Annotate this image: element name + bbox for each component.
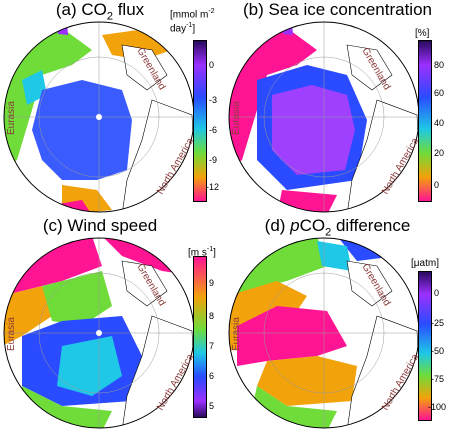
colorbar-unit: [m s-1] bbox=[188, 246, 216, 259]
colorbar-tick: 9 bbox=[209, 278, 215, 288]
colorbar-tick: -100 bbox=[428, 402, 447, 412]
colorbar-tick: -75 bbox=[431, 374, 445, 384]
region-violet bbox=[57, 22, 68, 35]
label-eurasia: Eurasia bbox=[231, 317, 242, 351]
colorbar-unit: [μatm] bbox=[411, 258, 439, 269]
colorbar-tick: 80 bbox=[434, 60, 445, 70]
colorbar-unit: [%] bbox=[415, 28, 430, 39]
panel-title: (a) CO2 flux bbox=[55, 0, 145, 23]
land-greenland bbox=[121, 44, 168, 91]
ice-pack bbox=[272, 85, 355, 175]
panel-title: (c) Wind speed bbox=[42, 216, 158, 235]
colorbar bbox=[193, 256, 207, 418]
region-pink bbox=[237, 306, 347, 366]
polar-map: Eurasia Greenland North America bbox=[228, 21, 421, 213]
panel-title: (b) Sea ice concentration bbox=[243, 0, 432, 19]
panel-co2-flux: (a) CO2 flux [mmol m-2 day-1] Eurasia Gr… bbox=[0, 0, 225, 216]
label-eurasia: Eurasia bbox=[231, 101, 242, 135]
colorbar-tick: -50 bbox=[431, 346, 445, 356]
panel-pco2-difference: (d) pCO2 difference [μatm] Eurasia Green… bbox=[225, 216, 450, 432]
land-greenland bbox=[346, 44, 393, 91]
region-cyan bbox=[57, 336, 122, 396]
colorbar-tick: -6 bbox=[209, 125, 218, 135]
region-orange-2 bbox=[257, 356, 357, 406]
colorbar-tick: 6 bbox=[209, 371, 215, 381]
panel-title: (d) pCO2 difference bbox=[264, 216, 411, 239]
colorbar-tick: -12 bbox=[206, 182, 220, 192]
region-cyan-top bbox=[317, 241, 352, 271]
colorbar-tick: -3 bbox=[209, 95, 218, 105]
polar-map: Eurasia Greenland North America bbox=[3, 237, 196, 429]
colorbar-unit: [mmol m-2 day-1] bbox=[170, 8, 215, 35]
polar-map: Eurasia Greenland North America bbox=[3, 21, 196, 213]
colorbar-tick: 8 bbox=[209, 311, 215, 321]
colorbar-tick: 0 bbox=[434, 288, 440, 298]
land-greenland bbox=[346, 260, 393, 307]
open-water bbox=[229, 28, 317, 170]
region-violet-top bbox=[282, 22, 293, 35]
land-eurasia bbox=[4, 28, 92, 170]
colorbar-tick: -25 bbox=[431, 318, 445, 328]
colorbar-tick: 0 bbox=[434, 180, 440, 190]
region-green bbox=[42, 271, 112, 326]
colorbar bbox=[418, 40, 432, 202]
colorbar-tick: 20 bbox=[434, 148, 445, 158]
colorbar bbox=[193, 40, 207, 202]
arctic-basin bbox=[32, 80, 132, 180]
region-orange bbox=[4, 286, 52, 346]
land-greenland bbox=[121, 260, 168, 307]
polar-map: Eurasia Greenland North America bbox=[228, 237, 421, 429]
colorbar-tick: 40 bbox=[434, 118, 445, 128]
colorbar-tick: -9 bbox=[209, 155, 218, 165]
label-eurasia: Eurasia bbox=[6, 101, 17, 135]
panel-wind-speed: (c) Wind speed [m s-1] Eurasia Greenland… bbox=[0, 216, 225, 432]
colorbar-tick: 7 bbox=[209, 341, 215, 351]
colorbar bbox=[418, 271, 432, 421]
colorbar-tick: 60 bbox=[434, 88, 445, 98]
colorbar-tick: 5 bbox=[209, 401, 215, 411]
colorbar-tick: 0 bbox=[209, 60, 215, 70]
panel-sea-ice: (b) Sea ice concentration [%] Eurasia Gr… bbox=[225, 0, 450, 216]
label-eurasia: Eurasia bbox=[6, 317, 17, 351]
